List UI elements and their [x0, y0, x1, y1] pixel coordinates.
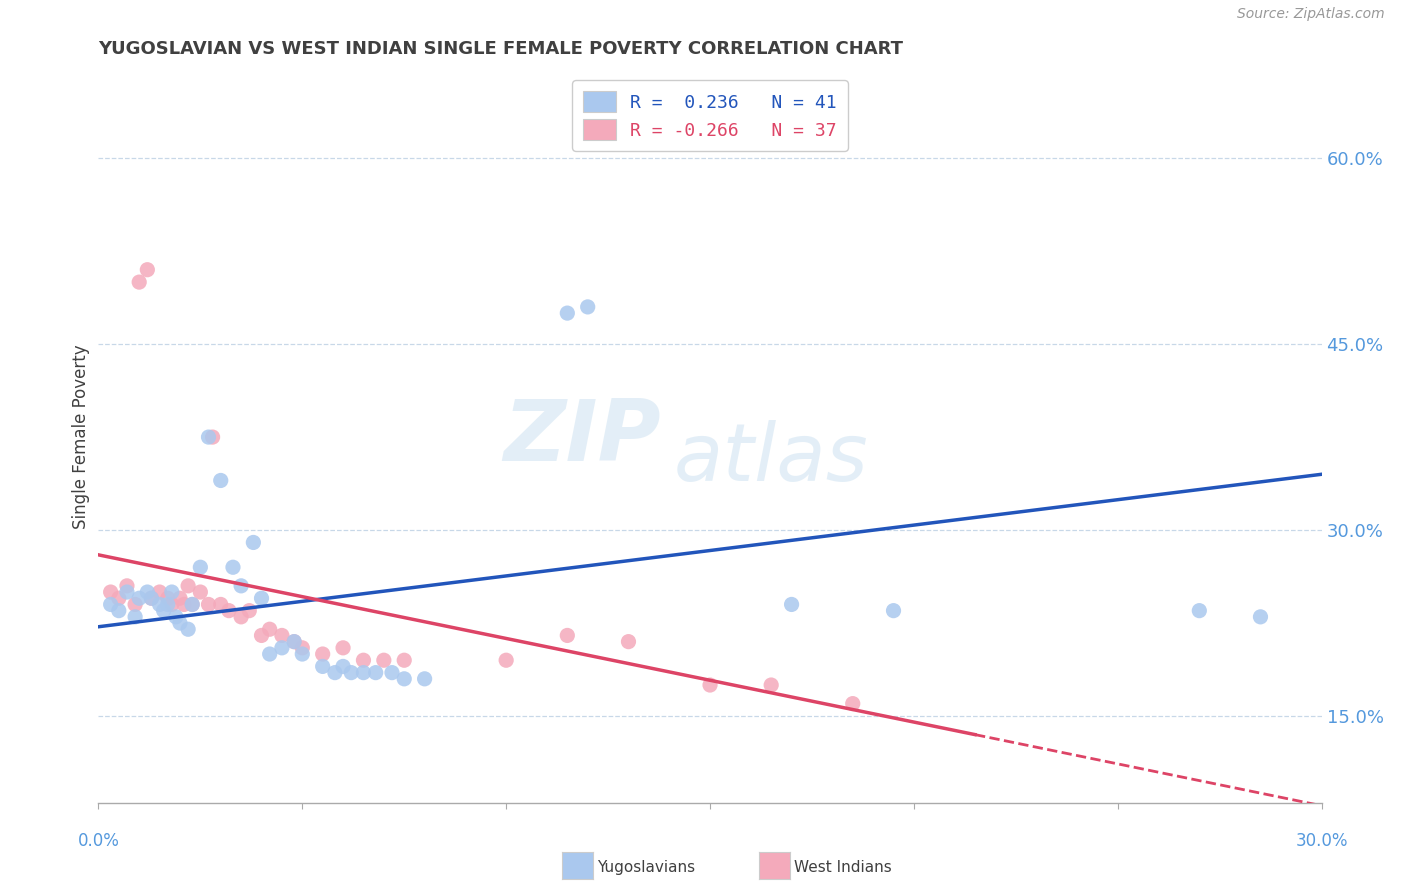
Point	[352, 653, 374, 667]
Point	[188, 585, 212, 599]
Legend: R =  0.236   N = 41, R = -0.266   N = 37: R = 0.236 N = 41, R = -0.266 N = 37	[572, 80, 848, 151]
Text: Source: ZipAtlas.com: Source: ZipAtlas.com	[1237, 7, 1385, 21]
Point	[283, 634, 305, 648]
Point	[169, 591, 191, 606]
Point	[177, 579, 200, 593]
Point	[381, 665, 404, 680]
Point	[108, 591, 131, 606]
Point	[136, 585, 159, 599]
Point	[136, 262, 159, 277]
Point	[100, 585, 122, 599]
Point	[242, 535, 264, 549]
Point	[699, 678, 721, 692]
Point	[340, 665, 363, 680]
Point	[197, 430, 219, 444]
Point	[209, 474, 232, 488]
Point	[209, 598, 232, 612]
Point	[149, 585, 172, 599]
Point	[100, 598, 122, 612]
Point	[1188, 604, 1211, 618]
Point	[156, 591, 179, 606]
Point	[250, 591, 273, 606]
Point	[1249, 610, 1271, 624]
Point	[152, 604, 174, 618]
Text: 30.0%: 30.0%	[1295, 832, 1348, 850]
Point	[270, 628, 294, 642]
Point	[259, 647, 281, 661]
Point	[169, 615, 191, 630]
Point	[883, 604, 905, 618]
Point	[149, 598, 172, 612]
Y-axis label: Single Female Poverty: Single Female Poverty	[72, 345, 90, 529]
Point	[231, 610, 253, 624]
Point	[250, 628, 273, 642]
Point	[141, 591, 163, 606]
Point	[173, 598, 195, 612]
Point	[312, 659, 335, 673]
Point	[238, 604, 260, 618]
Point	[181, 598, 204, 612]
Point	[181, 598, 204, 612]
Point	[392, 672, 416, 686]
Point	[841, 697, 863, 711]
Point	[165, 610, 187, 624]
Point	[617, 634, 640, 648]
Point	[115, 579, 138, 593]
Point	[160, 598, 183, 612]
Point	[218, 604, 240, 618]
Point	[780, 598, 803, 612]
Point	[373, 653, 395, 667]
Point	[197, 598, 219, 612]
Point	[332, 640, 354, 655]
Point	[364, 665, 387, 680]
Point	[177, 622, 200, 636]
Point	[323, 665, 346, 680]
Point	[188, 560, 212, 574]
Point	[124, 610, 146, 624]
Point	[141, 591, 163, 606]
Point	[413, 672, 436, 686]
Point	[128, 591, 150, 606]
Text: ZIP: ZIP	[503, 395, 661, 479]
Point	[124, 598, 146, 612]
Point	[291, 647, 314, 661]
Point	[291, 640, 314, 655]
Point	[156, 598, 179, 612]
Point	[283, 634, 305, 648]
Point	[332, 659, 354, 673]
Point	[222, 560, 245, 574]
Point	[352, 665, 374, 680]
Point	[115, 585, 138, 599]
Point	[259, 622, 281, 636]
Point	[557, 306, 579, 320]
Text: YUGOSLAVIAN VS WEST INDIAN SINGLE FEMALE POVERTY CORRELATION CHART: YUGOSLAVIAN VS WEST INDIAN SINGLE FEMALE…	[98, 40, 904, 58]
Text: Yugoslavians: Yugoslavians	[598, 860, 696, 874]
Point	[392, 653, 416, 667]
Point	[495, 653, 517, 667]
Point	[761, 678, 783, 692]
Point	[201, 430, 224, 444]
Point	[270, 640, 294, 655]
Point	[312, 647, 335, 661]
Text: West Indians: West Indians	[794, 860, 893, 874]
Point	[576, 300, 599, 314]
Point	[231, 579, 253, 593]
Text: atlas: atlas	[673, 420, 868, 498]
Point	[557, 628, 579, 642]
Text: 0.0%: 0.0%	[77, 832, 120, 850]
Point	[128, 275, 150, 289]
Point	[160, 585, 183, 599]
Point	[108, 604, 131, 618]
